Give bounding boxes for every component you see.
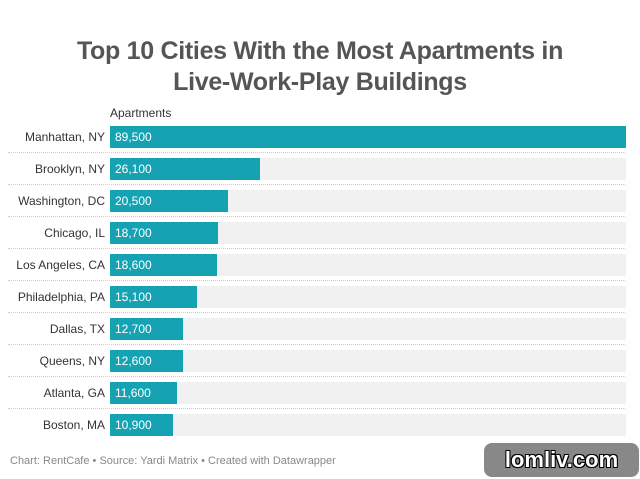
bar-track: 20,500 <box>110 190 626 212</box>
value-label: 12,700 <box>115 322 152 336</box>
value-label: 20,500 <box>115 194 152 208</box>
bar: 12,700 <box>110 318 184 340</box>
value-label: 11,600 <box>115 386 151 400</box>
bar: 89,500 <box>110 126 626 148</box>
bar-row: Chicago, IL 18,700 <box>8 216 626 253</box>
bar-row: Brooklyn, NY 26,100 <box>8 152 626 189</box>
chart-title: Top 10 Cities With the Most Apartments i… <box>0 36 640 98</box>
bar: 18,700 <box>110 222 218 244</box>
bar: 12,600 <box>110 350 183 372</box>
chart-title-line-2: Live-Work-Play Buildings <box>173 68 467 96</box>
bar-track: 12,700 <box>110 318 626 340</box>
bar-row: Philadelphia, PA 15,100 <box>8 280 626 317</box>
row-separator <box>8 408 626 409</box>
value-label: 12,600 <box>115 354 152 368</box>
bar-track: 10,900 <box>110 414 626 436</box>
bar: 11,600 <box>110 382 177 404</box>
bar-row: Dallas, TX 12,700 <box>8 312 626 349</box>
bar-track: 18,700 <box>110 222 626 244</box>
bar-row: Washington, DC 20,500 <box>8 184 626 221</box>
bar-track: 12,600 <box>110 350 626 372</box>
chart-footer: Chart: RentCafe • Source: Yardi Matrix •… <box>10 455 336 467</box>
value-label: 10,900 <box>115 418 152 432</box>
category-label: Queens, NY <box>39 354 105 368</box>
bar-rows: Manhattan, NY 89,500 Brooklyn, NY 26,100 Was… <box>8 125 626 445</box>
row-separator <box>8 280 626 281</box>
value-label: 18,600 <box>115 258 152 272</box>
bar: 26,100 <box>110 158 261 180</box>
bar: 10,900 <box>110 414 173 436</box>
bar-track: 18,600 <box>110 254 626 276</box>
column-label: Apartments <box>110 106 172 120</box>
bar: 15,100 <box>110 286 198 308</box>
bar-row: Queens, NY 12,600 <box>8 344 626 381</box>
value-label: 15,100 <box>115 290 152 304</box>
category-label: Los Angeles, CA <box>16 258 105 272</box>
bar-row: Boston, MA 10,900 <box>8 408 626 445</box>
bar-track: 26,100 <box>110 158 626 180</box>
value-label: 18,700 <box>115 226 152 240</box>
row-separator <box>8 248 626 249</box>
category-label: Manhattan, NY <box>24 130 105 144</box>
bar-track: 89,500 <box>110 126 626 148</box>
row-separator <box>8 152 626 153</box>
row-separator <box>8 216 626 217</box>
bar: 20,500 <box>110 190 229 212</box>
category-label: Philadelphia, PA <box>17 290 105 304</box>
bar-track: 15,100 <box>110 286 626 308</box>
watermark: lomliv.com <box>484 443 639 477</box>
bar-track: 11,600 <box>110 382 626 404</box>
value-label: 26,100 <box>115 162 152 176</box>
bar-row: Los Angeles, CA 18,600 <box>8 248 626 285</box>
category-label: Brooklyn, NY <box>34 162 105 176</box>
row-separator <box>8 376 626 377</box>
bar-row: Manhattan, NY 89,500 <box>8 125 626 157</box>
row-separator <box>8 184 626 185</box>
category-label: Chicago, IL <box>44 226 105 240</box>
bar-row: Atlanta, GA 11,600 <box>8 376 626 413</box>
row-separator <box>8 344 626 345</box>
category-label: Dallas, TX <box>49 322 105 336</box>
category-label: Washington, DC <box>18 194 105 208</box>
chart-title-line-1: Top 10 Cities With the Most Apartments i… <box>76 37 564 65</box>
category-label: Boston, MA <box>42 418 105 432</box>
row-separator <box>8 312 626 313</box>
value-label: 89,500 <box>115 130 152 144</box>
bar: 18,600 <box>110 254 218 276</box>
category-label: Atlanta, GA <box>43 386 105 400</box>
